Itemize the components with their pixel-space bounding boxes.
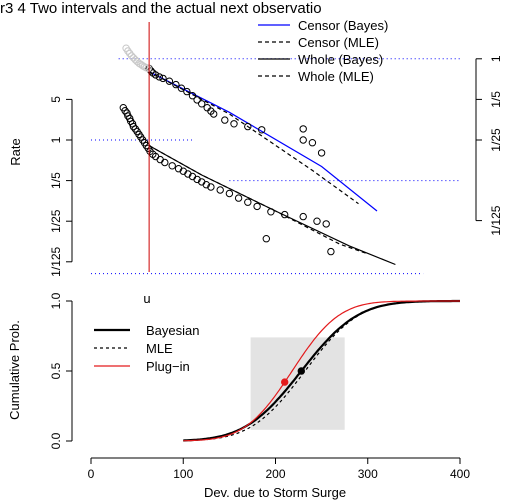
data-point [183, 87, 191, 96]
data-point [230, 120, 238, 128]
data-point [327, 247, 335, 256]
y-tick-label: 0.5 [49, 362, 63, 379]
legend-label: Censor (MLE) [298, 35, 379, 50]
cdf-markers [281, 367, 305, 386]
top-points [119, 44, 335, 256]
data-point [151, 71, 160, 79]
data-point [193, 96, 201, 104]
data-point [258, 126, 266, 134]
x-tick-label: 400 [450, 467, 470, 481]
bottom-threshold-label: u [143, 291, 150, 306]
series-line [148, 71, 359, 205]
top-panel: 1/125 1/25 1/5 1 5 1 1/5 1/25 1/125 Rate Censor… [8, 18, 503, 277]
data-point [129, 54, 138, 62]
y-tick-label: 1 [49, 136, 63, 143]
data-point [234, 194, 243, 202]
data-point [177, 84, 186, 92]
cdf-lines [183, 299, 460, 442]
data-point [210, 110, 218, 118]
data-point [198, 100, 206, 108]
bottom-ylabel: Cumulative Prob. [7, 320, 22, 420]
data-point [299, 136, 307, 144]
data-point [124, 47, 132, 55]
data-point [281, 210, 289, 219]
data-point [203, 104, 211, 112]
series-line [148, 145, 396, 266]
top-y-axis-right: 1 1/5 1/25 1/125 [475, 55, 503, 236]
data-point [313, 217, 321, 225]
data-point [322, 220, 330, 228]
y-tick-label: 1.0 [49, 292, 63, 309]
legend-label: Whole (Bayes) [298, 52, 383, 67]
y-tick-label: 5 [49, 96, 63, 103]
bottom-panel: 0 100 200 300 400 0.0 0.5 1.0 u Cumulative Prob… [7, 291, 470, 500]
data-point [299, 212, 307, 221]
data-point [155, 73, 164, 81]
cdf-line [183, 300, 460, 442]
data-point [165, 77, 174, 85]
y-tick-label: 1/25 [49, 209, 63, 233]
y-tick-label: 1/5 [49, 172, 63, 189]
data-point [188, 92, 197, 100]
legend-label: MLE [146, 341, 173, 356]
legend-label: Censor (Bayes) [298, 18, 388, 33]
legend-label: Bayesian [146, 323, 199, 338]
y-tick-label-right: 1/5 [489, 91, 503, 108]
x-tick-label: 100 [173, 467, 193, 481]
x-tick-label: 0 [88, 467, 95, 481]
data-point [135, 59, 143, 67]
interval-band [250, 337, 345, 430]
data-point [172, 80, 180, 89]
data-point [262, 235, 270, 243]
data-point [137, 60, 145, 69]
data-point [127, 52, 136, 60]
data-point [159, 74, 167, 83]
data-point [129, 122, 138, 131]
data-point [216, 186, 224, 194]
series-line [148, 145, 368, 255]
legend-label: Whole (MLE) [298, 69, 374, 84]
x-tick-label: 200 [265, 467, 285, 481]
data-point [168, 162, 176, 170]
top-ylabel: Rate [8, 138, 23, 165]
data-point [202, 181, 211, 189]
data-point [244, 198, 252, 206]
bottom-xlabel: Dev. due to Storm Surge [204, 485, 346, 500]
data-point [144, 64, 152, 73]
data-point [299, 125, 307, 133]
series-line [148, 71, 378, 212]
data-point [267, 208, 275, 216]
data-point [156, 155, 164, 164]
bottom-axes: 0 100 200 300 400 0.0 0.5 1.0 [49, 292, 470, 481]
y-tick-label-right: 1/125 [489, 205, 503, 235]
bottom-legend: Bayesian MLE Plug−in [94, 323, 199, 374]
top-legend: Censor (Bayes) Censor (MLE) Whole (Bayes) W… [258, 18, 388, 84]
data-point [317, 149, 326, 157]
top-grid [91, 58, 460, 275]
y-tick-label: 1/125 [49, 246, 63, 276]
data-point [221, 116, 229, 124]
data-point [253, 202, 261, 211]
data-point [225, 189, 234, 198]
data-point [207, 183, 215, 191]
y-tick-label-right: 1/25 [489, 128, 503, 152]
data-point [244, 122, 252, 131]
figure-title: r3 4 Two intervals and the actual next o… [0, 0, 322, 17]
cdf-marker [281, 378, 289, 386]
data-point [308, 139, 317, 147]
data-point [161, 158, 169, 167]
top-y-axis-left: 1/125 1/25 1/5 1 5 [49, 96, 73, 277]
cdf-marker [297, 367, 305, 375]
legend-label: Plug−in [146, 359, 190, 374]
x-tick-label: 300 [358, 467, 378, 481]
y-tick-label-right: 1 [489, 55, 503, 62]
y-tick-label: 0.0 [49, 432, 63, 449]
top-lines [148, 71, 396, 266]
